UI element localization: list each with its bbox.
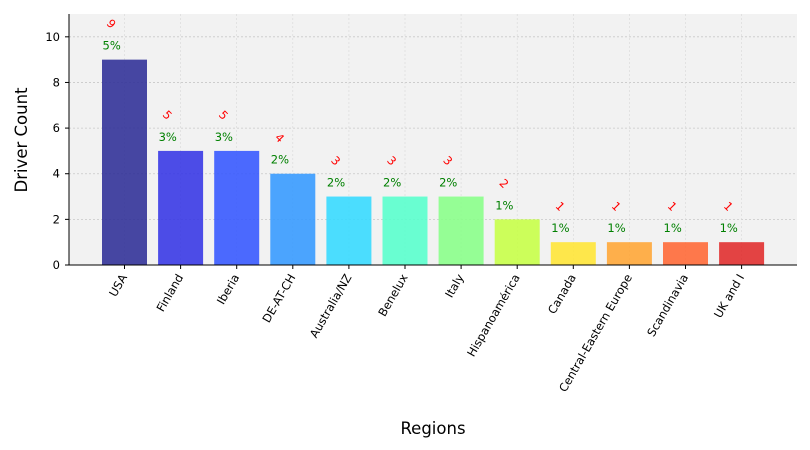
bar [494, 219, 540, 265]
bar-percent-label: 3% [215, 130, 233, 144]
bar-percent-label: 2% [271, 153, 289, 167]
bar-percent-label: 1% [664, 221, 682, 235]
bar [719, 242, 765, 265]
x-tick-label: DE-AT-CH [259, 272, 298, 326]
bar [382, 196, 428, 265]
y-tick-label: 10 [45, 30, 60, 44]
x-tick-label: Finland [154, 272, 187, 315]
x-tick-label: Canada [545, 272, 579, 317]
y-tick-label: 8 [53, 75, 60, 89]
x-tick-label: Italy [442, 271, 467, 300]
bar [270, 173, 316, 265]
x-tick-label: Hispanoamérica [464, 272, 523, 360]
y-tick-label: 0 [53, 258, 60, 272]
bar-percent-label: 1% [607, 221, 625, 235]
bar-percent-label: 2% [383, 176, 401, 190]
bar [214, 150, 260, 265]
x-tick-label: Benelux [375, 271, 411, 319]
bar-percent-label: 3% [159, 130, 177, 144]
x-tick-label: Iberia [214, 272, 242, 307]
bar-percent-label: 1% [495, 198, 513, 212]
bar-percent-label: 2% [327, 176, 345, 190]
bar [102, 59, 147, 265]
x-tick-label: UK and I [711, 272, 747, 321]
x-tick-label: Scandinavia [644, 272, 691, 339]
bar [158, 150, 204, 265]
bar [326, 196, 372, 265]
y-tick-label: 2 [53, 212, 60, 226]
bar-labels: 5%93%53%52%42%32%32%31%21%11%11%11%1 [103, 16, 738, 235]
bar [663, 242, 708, 265]
bar-percent-label: 1% [551, 221, 569, 235]
bar-percent-label: 2% [439, 176, 457, 190]
bar-percent-label: 1% [720, 221, 738, 235]
bar [606, 242, 652, 265]
bar-percent-label: 5% [103, 39, 121, 53]
bar [438, 196, 484, 265]
bar [550, 242, 596, 265]
bars [102, 59, 765, 265]
x-axis-title: Regions [400, 419, 465, 438]
y-axis-ticks: 0 2 4 6 8 10 [45, 30, 69, 272]
x-tick-label: Australia/NZ [307, 271, 355, 340]
x-tick-label: USA [106, 271, 130, 299]
x-axis-ticks: USA Finland Iberia DE-AT-CH Australia/NZ Bene… [106, 265, 747, 394]
y-tick-label: 4 [53, 167, 60, 181]
y-axis-title: Driver Count [12, 87, 31, 193]
y-tick-label: 6 [53, 121, 60, 135]
